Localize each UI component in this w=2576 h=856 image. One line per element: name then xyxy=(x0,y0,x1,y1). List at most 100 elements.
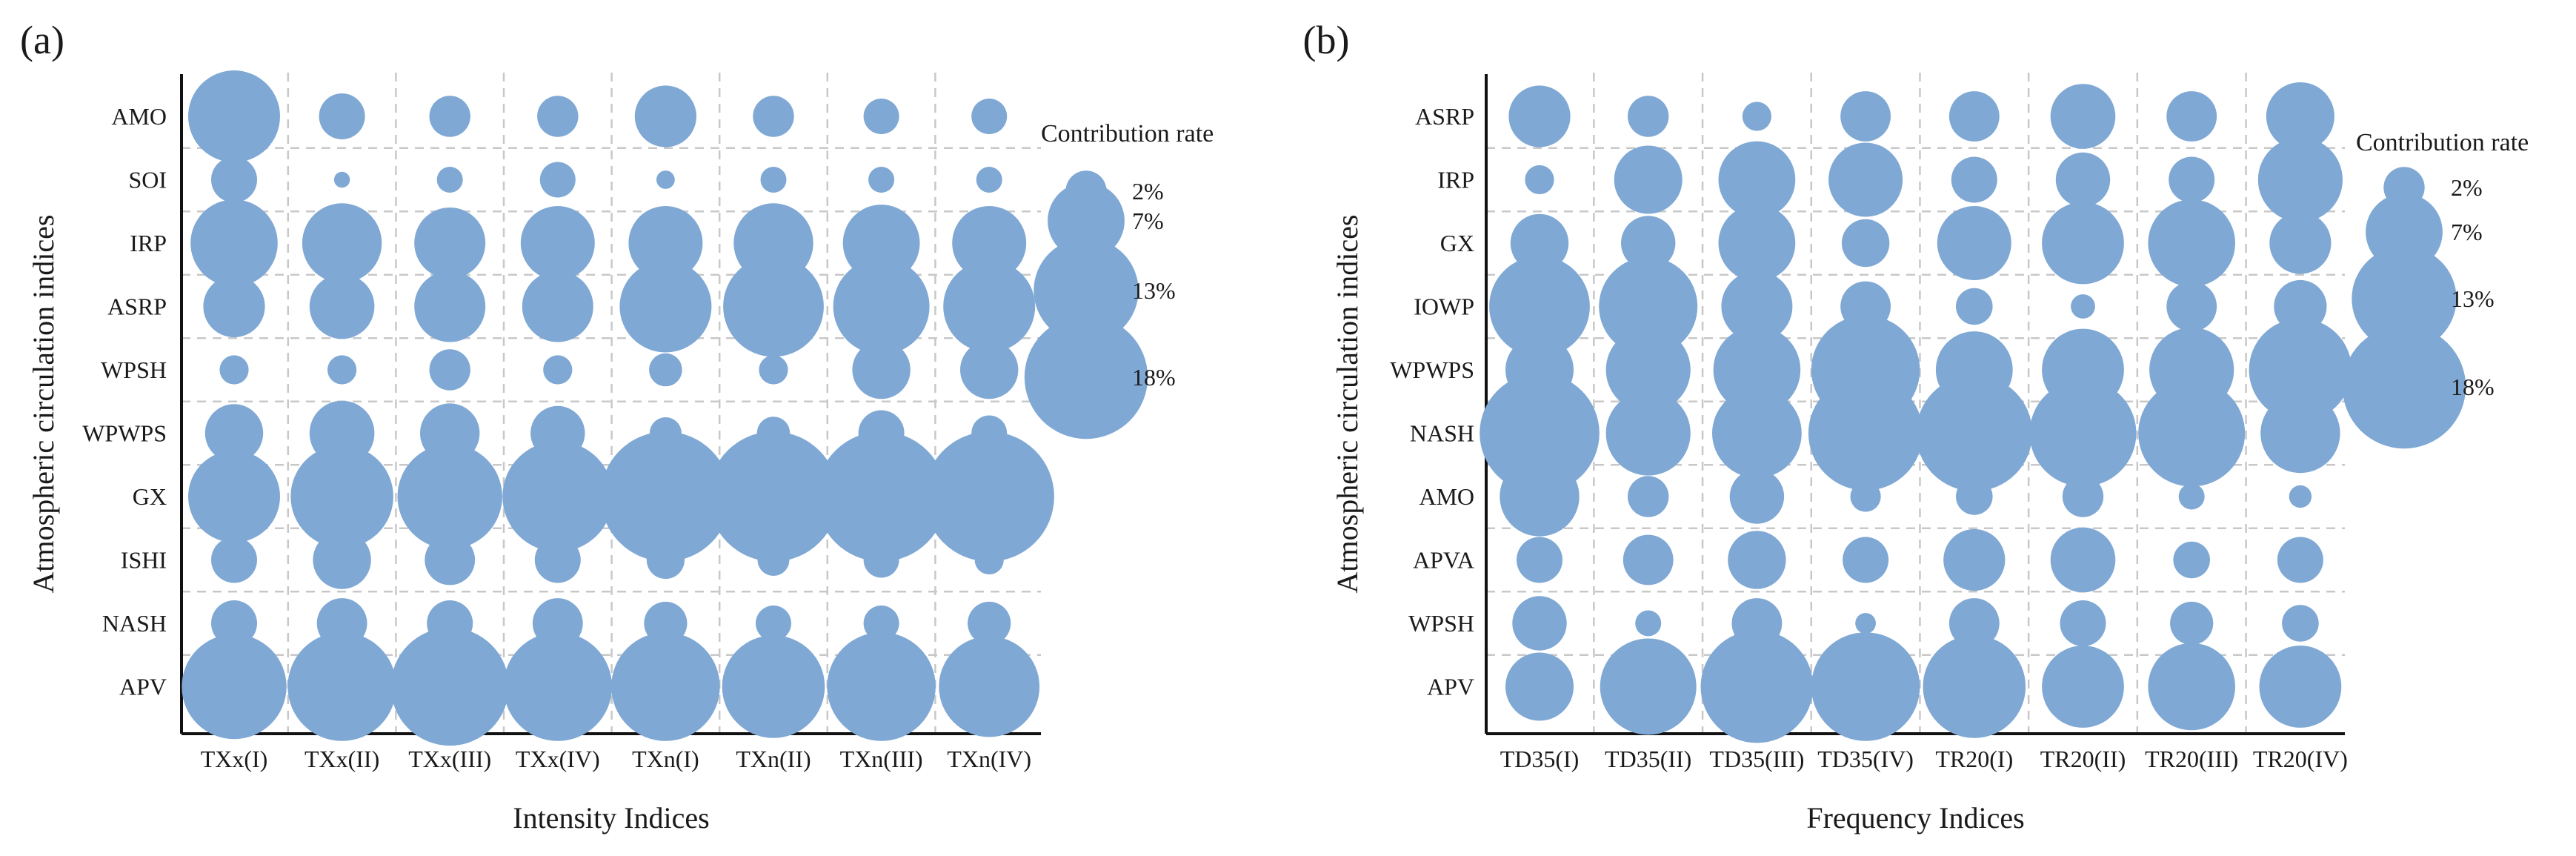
bubble-APV-TD35(II) xyxy=(1600,638,1697,735)
bubble-APV-TXn(III) xyxy=(827,632,936,741)
bubble-IRP-TXn(I) xyxy=(628,206,703,280)
x-tick-label: TD35(IV) xyxy=(1817,746,1914,772)
bubble-GX-TXx(II) xyxy=(290,445,393,548)
y-tick-label: NASH xyxy=(102,610,167,637)
legend-title: Contribution rate xyxy=(2356,129,2529,156)
bubble-NASH-TR20(I) xyxy=(1916,375,2033,491)
y-axis-title: Atmospheric circulation indices xyxy=(1331,215,1364,594)
bubble-AMO-TXn(II) xyxy=(753,96,794,137)
bubble-ISHI-TXn(I) xyxy=(646,540,685,580)
bubble-APV-TXx(I) xyxy=(182,634,287,740)
x-tick-label: TR20(IV) xyxy=(2253,746,2348,772)
panel-b: ASRP IRP GX IOWP WPWPS NASH AMO APVA WPSH APV TD35… xyxy=(1303,18,2529,835)
bubble-APV-TR20(III) xyxy=(2148,643,2235,731)
legend-bubble xyxy=(1048,182,1125,259)
y-tick-label: WPSH xyxy=(1408,610,1474,637)
bubble-ASRP-TXx(IV) xyxy=(522,271,593,342)
bubble-ISHI-TXn(III) xyxy=(863,542,899,578)
x-axis-title: Intensity Indices xyxy=(513,801,710,835)
panel-label: (a) xyxy=(20,18,64,62)
y-tick-label: GX xyxy=(1440,230,1474,256)
bubble-IOWP-TR20(IV) xyxy=(2274,279,2327,334)
panel-a: AMO SOI IRP ASRP WPSH WPWPS GX ISHI NASH APV TXx(I… xyxy=(20,18,1214,835)
bubble-WPSH-TXn(II) xyxy=(759,355,788,385)
bubble-APVA-TD35(I) xyxy=(1517,537,1562,583)
bubble-GX-TXx(III) xyxy=(397,444,502,549)
bubble-GX-TXx(I) xyxy=(188,451,280,543)
bubble-IOWP-TD35(I) xyxy=(1489,256,1590,357)
bubble-IOWP-TR20(III) xyxy=(2166,281,2217,332)
bubble-NASH-TXn(IV) xyxy=(968,601,1011,646)
bubble-APV-TR20(IV) xyxy=(2259,646,2342,728)
legend-bubble xyxy=(2352,246,2457,351)
y-tick-label: IRP xyxy=(1437,167,1474,193)
bubble-WPSH-TR20(I) xyxy=(1948,598,2000,648)
bubble-AMO-TR20(I) xyxy=(1956,478,1993,515)
bubble-ISHI-TXx(II) xyxy=(313,531,371,589)
x-tick-label: TD35(III) xyxy=(1709,746,1804,772)
bubble-WPSH-TXn(I) xyxy=(649,353,682,387)
bubble-AMO-TXx(IV) xyxy=(537,96,579,137)
bubble-WPSH-TR20(IV) xyxy=(2282,605,2319,642)
bubble-NASH-TD35(I) xyxy=(1480,373,1600,494)
bubble-APV-TXx(III) xyxy=(390,627,509,746)
bubble-APVA-TR20(IV) xyxy=(2277,537,2323,583)
bubble-APV-TD35(I) xyxy=(1505,652,1574,721)
bubble-NASH-TR20(II) xyxy=(2029,379,2137,487)
y-tick-label: APV xyxy=(1427,674,1474,700)
bubble-AMO-TXx(II) xyxy=(319,93,365,139)
bubble-WPSH-TXx(III) xyxy=(429,349,470,391)
bubble-ASRP-TXx(III) xyxy=(414,271,486,342)
y-tick-label: GX xyxy=(133,483,167,510)
bubble-APV-TXx(IV) xyxy=(503,632,613,741)
bubble-AMO-TXx(III) xyxy=(429,96,470,137)
bubble-AMO-TXx(I) xyxy=(188,70,280,162)
bubble-GX-TD35(I) xyxy=(1510,213,1569,273)
legend-label: 2% xyxy=(2451,174,2483,201)
bubble-IRP-TXx(III) xyxy=(414,208,486,279)
bubble-GX-TXn(II) xyxy=(708,431,839,562)
x-tick-label: TXx(III) xyxy=(408,746,491,772)
bubble-AMO-TD35(III) xyxy=(1729,469,1785,524)
bubble-NASH-TXx(I) xyxy=(211,600,257,646)
bubble-IRP-TR20(I) xyxy=(1951,156,1997,203)
y-tick-label: WPWPS xyxy=(1390,356,1474,383)
bubble-APV-TXn(I) xyxy=(611,632,720,741)
bubble-WPSH-TD35(II) xyxy=(1635,610,1662,637)
bubble-ASRP-TXn(II) xyxy=(723,256,824,357)
bubble-WPWPS-TR20(IV) xyxy=(2249,318,2352,422)
bubble-WPWPS-TD35(II) xyxy=(1605,327,1691,413)
x-axis-title: Frequency Indices xyxy=(1806,801,2024,835)
bubble-IOWP-TD35(III) xyxy=(1721,271,1793,342)
x-tick-label: TR20(I) xyxy=(1935,746,2013,772)
bubble-ISHI-TXn(IV) xyxy=(974,545,1004,575)
bubble-AMO-TR20(III) xyxy=(2178,483,2205,510)
legend: Contribution rate 2% 7% 13% 18% xyxy=(1024,120,1214,439)
bubble-GX-TXn(I) xyxy=(600,431,731,562)
bubble-APVA-TR20(I) xyxy=(1943,528,2006,591)
y-tick-label: WPWPS xyxy=(82,420,167,447)
bubble-NASH-TD35(IV) xyxy=(1808,376,1923,491)
bubble-WPSH-TXx(IV) xyxy=(543,355,573,385)
bubble-APV-TR20(I) xyxy=(1923,635,2026,738)
x-tick-label: TXx(IV) xyxy=(516,746,600,772)
bubble-ASRP-TXx(I) xyxy=(203,275,265,338)
bubble-SOI-TXn(IV) xyxy=(976,167,1002,193)
bubble-ISHI-TXn(II) xyxy=(757,544,790,576)
bubble-WPWPS-TXx(I) xyxy=(204,404,264,462)
legend-title: Contribution rate xyxy=(1041,120,1214,147)
x-tick-label: TXn(II) xyxy=(736,746,811,772)
bubble-SOI-TXn(II) xyxy=(760,167,787,193)
bubble-IRP-TR20(IV) xyxy=(2257,137,2343,222)
y-tick-label: APV xyxy=(119,674,167,700)
bubble-IRP-TXn(IV) xyxy=(952,206,1027,280)
bubble-GX-TR20(I) xyxy=(1937,206,2011,280)
bubble-IRP-TR20(III) xyxy=(2169,156,2215,203)
bubble-GX-TXx(IV) xyxy=(502,441,613,552)
bubble-AMO-TD35(I) xyxy=(1500,457,1580,537)
bubble-AMO-TD35(IV) xyxy=(1850,481,1881,512)
bubble-NASH-TXn(III) xyxy=(863,605,899,641)
bubble-ASRP-TXx(II) xyxy=(309,273,375,339)
legend-bubble xyxy=(1024,315,1148,439)
